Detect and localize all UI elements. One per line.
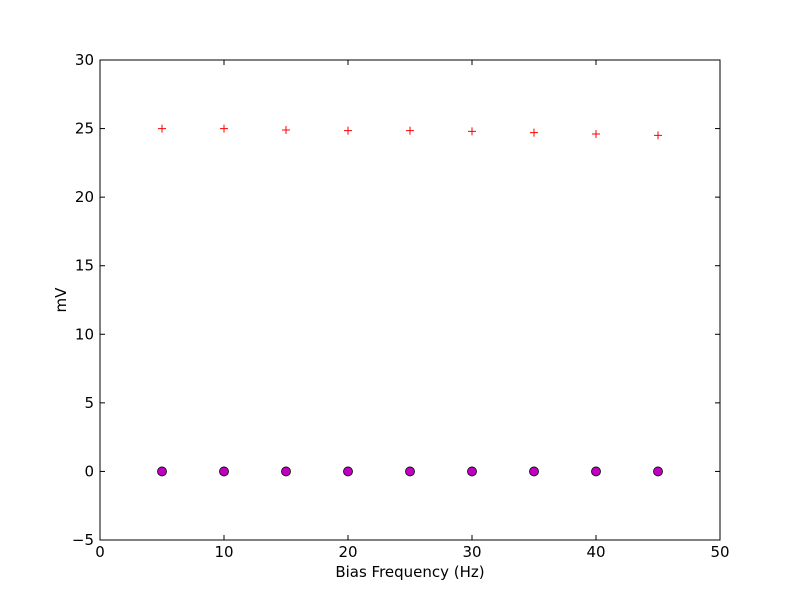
x-tick-label: 0 [95, 543, 105, 561]
y-tick-label: 5 [84, 394, 94, 412]
y-tick-label: 0 [84, 462, 94, 480]
circle-point [467, 466, 477, 477]
y-tick-label: 20 [75, 188, 94, 206]
plus-point [530, 128, 538, 137]
data-marks [157, 124, 663, 477]
plus-point [282, 125, 290, 134]
plot-area [100, 60, 720, 540]
plus-point [654, 131, 662, 140]
plus-point [468, 127, 476, 136]
y-tick-label: 25 [75, 120, 94, 138]
plot-frame [99, 59, 721, 541]
plus-point [406, 126, 414, 135]
x-tick-label: 10 [214, 543, 233, 561]
circle-point [405, 466, 415, 477]
circle-point [343, 466, 353, 477]
circle-point [219, 466, 229, 477]
y-tick-label: 10 [75, 325, 94, 343]
circle-point [157, 466, 167, 477]
x-tick-label: 50 [710, 543, 729, 561]
y-tick-label: 15 [75, 257, 94, 275]
series-1 [157, 466, 663, 477]
y-tick-label: −5 [72, 531, 94, 549]
plus-point [344, 126, 352, 135]
circle-point [281, 466, 291, 477]
series-0 [158, 124, 662, 140]
plus-point [158, 124, 166, 133]
circle-point [591, 466, 601, 477]
plus-point [592, 130, 600, 139]
x-axis-label: Bias Frequency (Hz) [335, 563, 484, 581]
y-axis-label: mV [52, 287, 70, 313]
circle-point [529, 466, 539, 477]
x-tick-label: 40 [586, 543, 605, 561]
x-tick-label: 20 [338, 543, 357, 561]
y-tick-label: 30 [75, 51, 94, 69]
plus-point [220, 124, 228, 133]
x-tick-label: 30 [462, 543, 481, 561]
circle-point [653, 466, 663, 477]
